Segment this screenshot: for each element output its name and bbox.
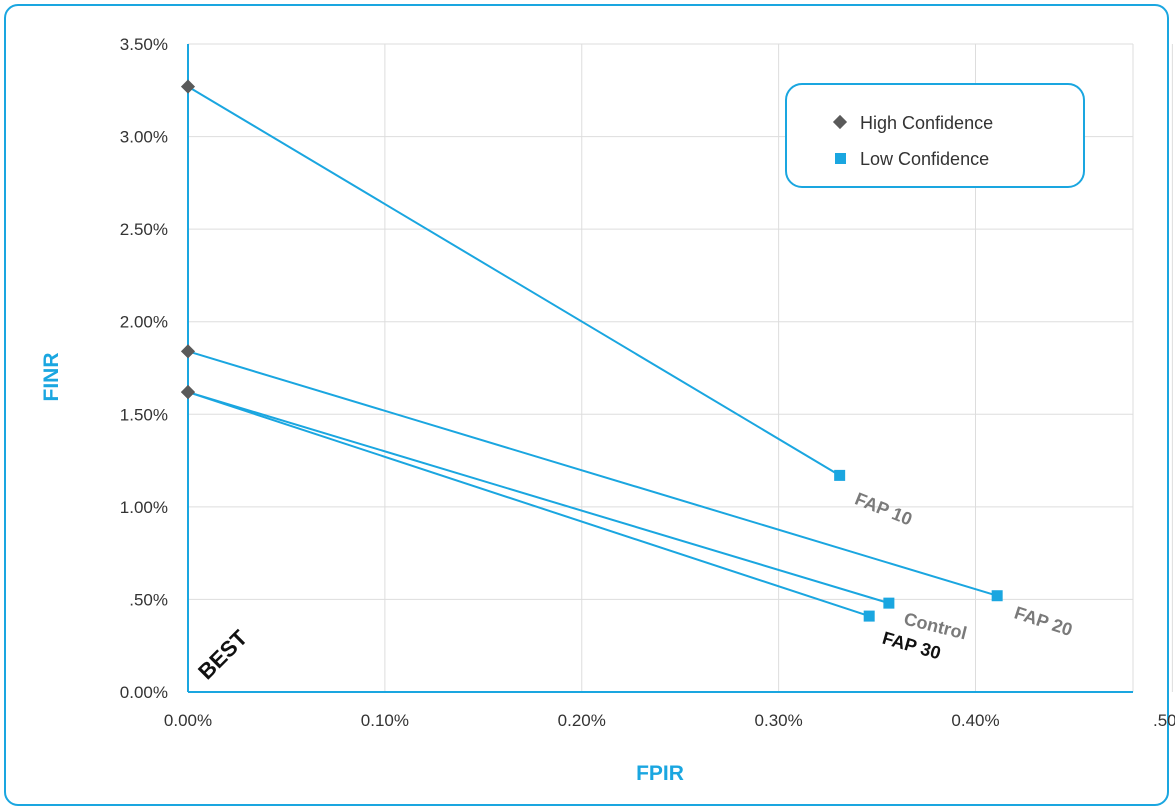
- x-tick-label: .50%: [1153, 711, 1175, 730]
- series-line: [187, 391, 870, 618]
- low-confidence-point: [883, 597, 895, 609]
- y-tick-label: 1.50%: [120, 405, 168, 424]
- legend: High Confidence Low Confidence: [785, 83, 1085, 188]
- high-confidence-point: [180, 384, 196, 400]
- series-line: [187, 85, 841, 477]
- legend-square-marker: [835, 153, 846, 164]
- grid: [188, 43, 1173, 692]
- y-tick-label: 2.50%: [120, 220, 168, 239]
- y-tick-label: 3.50%: [120, 35, 168, 54]
- legend-diamond-marker: [832, 114, 848, 130]
- tick-labels: 0.00% 0.10% 0.20% 0.30% 0.40% .50% 0.00% .50% 1.…: [120, 35, 1175, 730]
- y-tick-label: 1.00%: [120, 498, 168, 517]
- series-line: [187, 350, 998, 597]
- low-confidence-point: [834, 469, 846, 481]
- high-confidence-point: [180, 79, 196, 94]
- low-confidence-point: [991, 590, 1003, 602]
- y-tick-label: 2.00%: [120, 313, 168, 332]
- axes: [187, 44, 1133, 693]
- legend-entry-low-confidence: Low Confidence: [860, 149, 989, 169]
- x-tick-label: 0.40%: [951, 711, 999, 730]
- high-confidence-point: [180, 344, 196, 359]
- y-tick-label: 3.00%: [120, 128, 168, 147]
- x-tick-label: 0.00%: [164, 711, 212, 730]
- x-tick-label: 0.20%: [558, 711, 606, 730]
- legend-entry-high-confidence: High Confidence: [860, 113, 993, 133]
- x-axis-title: FPIR: [636, 762, 684, 785]
- point-label: FAP 10: [852, 489, 915, 530]
- point-label: FAP 20: [1012, 603, 1075, 640]
- best-annotation: BEST: [193, 625, 253, 685]
- y-axis-title: FINR: [40, 353, 63, 402]
- low-confidence-point: [863, 610, 875, 622]
- legend-box: [785, 83, 1085, 188]
- series-line: [187, 391, 890, 605]
- y-tick-label: .50%: [129, 590, 168, 609]
- series-lines: [187, 85, 998, 618]
- y-tick-label: 0.00%: [120, 683, 168, 702]
- x-tick-label: 0.10%: [361, 711, 409, 730]
- x-tick-label: 0.30%: [755, 711, 803, 730]
